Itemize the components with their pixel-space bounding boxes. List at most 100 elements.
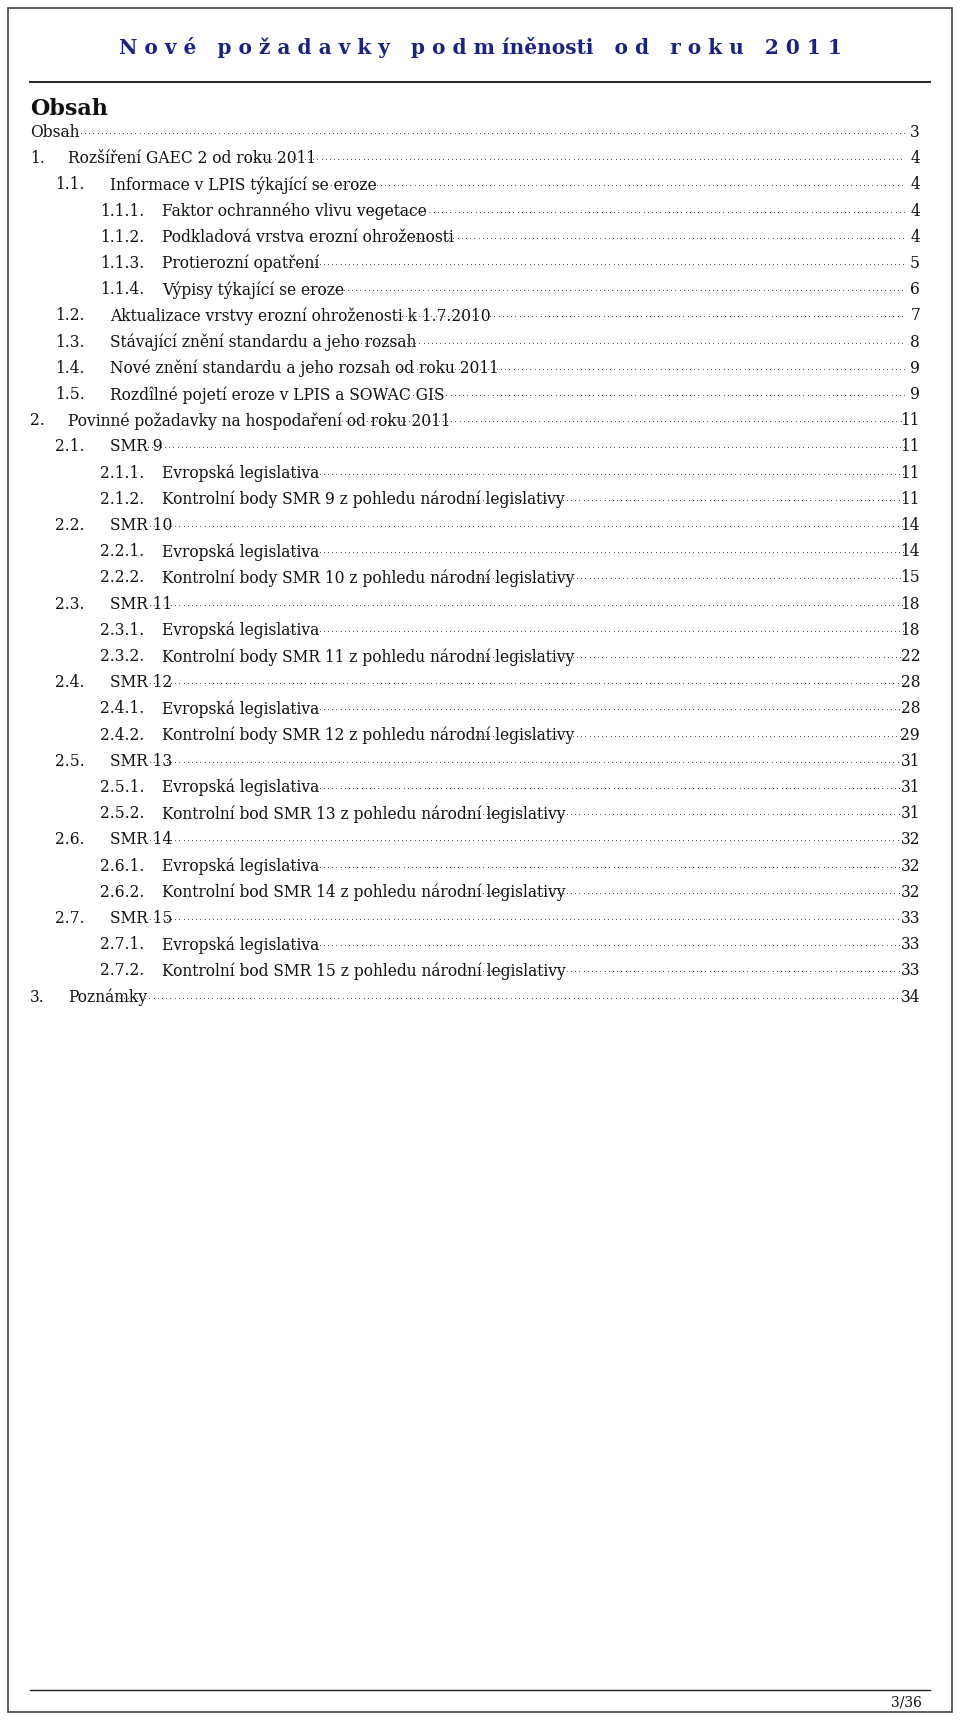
Text: Rozdîlné pojetí eroze v LPIS a SOWAC GIS: Rozdîlné pojetí eroze v LPIS a SOWAC GIS xyxy=(110,385,444,404)
Text: 31: 31 xyxy=(900,753,920,771)
Text: 4: 4 xyxy=(910,203,920,220)
Text: 14: 14 xyxy=(900,518,920,533)
Text: Kontrolní body SMR 9 z pohledu národní legislativy: Kontrolní body SMR 9 z pohledu národní l… xyxy=(162,490,564,509)
Text: 28: 28 xyxy=(900,674,920,691)
Text: Aktualizace vrstvy erozní ohroženosti k 1.7.2010: Aktualizace vrstvy erozní ohroženosti k … xyxy=(110,308,491,325)
Text: Poznámky: Poznámky xyxy=(68,989,147,1006)
Text: Obsah: Obsah xyxy=(30,98,108,120)
Text: 2.4.2.: 2.4.2. xyxy=(100,726,144,743)
Text: Evropská legislativa: Evropská legislativa xyxy=(162,858,320,875)
Text: 32: 32 xyxy=(900,858,920,874)
Text: 6: 6 xyxy=(910,280,920,298)
Text: 29: 29 xyxy=(900,726,920,743)
Text: Rozšíření GAEC 2 od roku 2011: Rozšíření GAEC 2 od roku 2011 xyxy=(68,150,316,167)
Text: Stávající znění standardu a jeho rozsah: Stávající znění standardu a jeho rozsah xyxy=(110,334,417,351)
Text: Kontrolní bod SMR 14 z pohledu národní legislativy: Kontrolní bod SMR 14 z pohledu národní l… xyxy=(162,884,565,901)
Text: Evropská legislativa: Evropská legislativa xyxy=(162,544,320,561)
Text: 5: 5 xyxy=(910,255,920,272)
Text: 1.3.: 1.3. xyxy=(55,334,84,351)
Text: 18: 18 xyxy=(900,595,920,612)
Text: Obsah: Obsah xyxy=(30,124,80,141)
Text: 11: 11 xyxy=(900,413,920,430)
Text: 2.2.1.: 2.2.1. xyxy=(100,544,144,561)
Text: 32: 32 xyxy=(900,884,920,901)
Text: 11: 11 xyxy=(900,464,920,482)
Text: 28: 28 xyxy=(900,700,920,717)
Text: 3.: 3. xyxy=(30,989,45,1006)
Text: 2.7.: 2.7. xyxy=(55,910,84,927)
Text: 2.2.2.: 2.2.2. xyxy=(100,569,144,587)
Text: 2.4.1.: 2.4.1. xyxy=(100,700,144,717)
Text: 4: 4 xyxy=(910,177,920,193)
Text: 2.4.: 2.4. xyxy=(55,674,84,691)
Text: 2.5.1.: 2.5.1. xyxy=(100,779,145,796)
Text: 2.3.2.: 2.3.2. xyxy=(100,648,144,666)
Text: 15: 15 xyxy=(900,569,920,587)
Text: 1.4.: 1.4. xyxy=(55,359,84,377)
Text: Informace v LPIS týkající se eroze: Informace v LPIS týkající se eroze xyxy=(110,177,376,194)
Text: Podkladová vrstva erozní ohroženosti: Podkladová vrstva erozní ohroženosti xyxy=(162,229,454,246)
Text: 4: 4 xyxy=(910,229,920,246)
Text: 2.6.2.: 2.6.2. xyxy=(100,884,144,901)
Text: 4: 4 xyxy=(910,150,920,167)
Text: 1.1.2.: 1.1.2. xyxy=(100,229,144,246)
Text: SMR 14: SMR 14 xyxy=(110,831,172,848)
Text: SMR 11: SMR 11 xyxy=(110,595,172,612)
Text: 14: 14 xyxy=(900,544,920,561)
Text: 2.1.: 2.1. xyxy=(55,439,84,456)
Text: Povinné požadavky na hospodaření od roku 2011: Povinné požadavky na hospodaření od roku… xyxy=(68,413,450,430)
Text: 32: 32 xyxy=(900,831,920,848)
Text: 31: 31 xyxy=(900,805,920,822)
Text: 2.1.1.: 2.1.1. xyxy=(100,464,144,482)
Text: 1.1.4.: 1.1.4. xyxy=(100,280,144,298)
Text: 33: 33 xyxy=(900,910,920,927)
Text: SMR 10: SMR 10 xyxy=(110,518,173,533)
Text: Evropská legislativa: Evropská legislativa xyxy=(162,623,320,640)
Text: 1.1.1.: 1.1.1. xyxy=(100,203,144,220)
Text: Nové znění standardu a jeho rozsah od roku 2011: Nové znění standardu a jeho rozsah od ro… xyxy=(110,359,499,377)
Text: 11: 11 xyxy=(900,439,920,456)
Text: Evropská legislativa: Evropská legislativa xyxy=(162,700,320,717)
Text: 1.1.: 1.1. xyxy=(55,177,84,193)
Text: SMR 9: SMR 9 xyxy=(110,439,162,456)
Text: Evropská legislativa: Evropská legislativa xyxy=(162,936,320,953)
Text: 1.1.3.: 1.1.3. xyxy=(100,255,144,272)
Text: 34: 34 xyxy=(900,989,920,1006)
Text: 1.2.: 1.2. xyxy=(55,308,84,325)
Text: Evropská legislativa: Evropská legislativa xyxy=(162,779,320,796)
Text: 2.1.2.: 2.1.2. xyxy=(100,490,144,507)
Text: 2.3.1.: 2.3.1. xyxy=(100,623,144,638)
Text: Faktor ochranného vlivu vegetace: Faktor ochranného vlivu vegetace xyxy=(162,203,427,220)
Text: Kontrolní bod SMR 15 z pohledu národní legislativy: Kontrolní bod SMR 15 z pohledu národní l… xyxy=(162,963,565,980)
Text: 3: 3 xyxy=(910,124,920,141)
Text: 9: 9 xyxy=(910,359,920,377)
Text: Protierozní opatření: Protierozní opatření xyxy=(162,255,320,272)
Text: 7: 7 xyxy=(910,308,920,325)
Text: Kontrolní body SMR 12 z pohledu národní legislativy: Kontrolní body SMR 12 z pohledu národní … xyxy=(162,726,574,745)
Text: Výpisy týkající se eroze: Výpisy týkající se eroze xyxy=(162,280,344,299)
Text: 2.: 2. xyxy=(30,413,45,430)
Text: 2.3.: 2.3. xyxy=(55,595,84,612)
Text: N o v é   p o ž a d a v k y   p o d m íněnosti   o d   r o k u   2 0 1 1: N o v é p o ž a d a v k y p o d m íněnos… xyxy=(119,38,841,58)
Text: 33: 33 xyxy=(900,963,920,979)
Text: 22: 22 xyxy=(900,648,920,666)
Text: Evropská legislativa: Evropská legislativa xyxy=(162,464,320,482)
Text: 18: 18 xyxy=(900,623,920,638)
Text: 31: 31 xyxy=(900,779,920,796)
Text: 8: 8 xyxy=(910,334,920,351)
Text: 2.6.1.: 2.6.1. xyxy=(100,858,144,874)
Text: SMR 13: SMR 13 xyxy=(110,753,172,771)
Text: Kontrolní bod SMR 13 z pohledu národní legislativy: Kontrolní bod SMR 13 z pohledu národní l… xyxy=(162,805,565,822)
Text: 2.6.: 2.6. xyxy=(55,831,84,848)
Text: 1.5.: 1.5. xyxy=(55,385,84,402)
Text: 9: 9 xyxy=(910,385,920,402)
Text: 1.: 1. xyxy=(30,150,45,167)
Text: Kontrolní body SMR 10 z pohledu národní legislativy: Kontrolní body SMR 10 z pohledu národní … xyxy=(162,569,574,587)
Text: 3/36: 3/36 xyxy=(891,1696,922,1710)
Text: 33: 33 xyxy=(900,936,920,953)
Text: Kontrolní body SMR 11 z pohledu národní legislativy: Kontrolní body SMR 11 z pohledu národní … xyxy=(162,648,574,666)
Text: 2.7.1.: 2.7.1. xyxy=(100,936,144,953)
Text: 2.2.: 2.2. xyxy=(55,518,84,533)
Text: 2.5.: 2.5. xyxy=(55,753,84,771)
Text: SMR 15: SMR 15 xyxy=(110,910,173,927)
